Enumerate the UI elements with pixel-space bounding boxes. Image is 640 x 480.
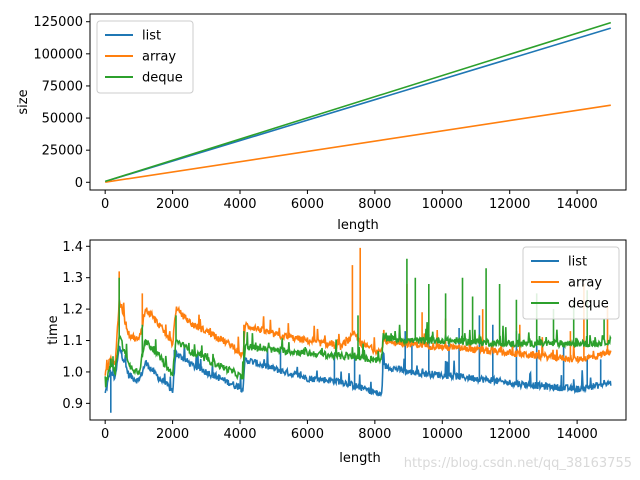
x-tick-label: 0 <box>101 427 109 442</box>
y-tick-label: 125000 <box>33 15 83 30</box>
x-tick-label: 6000 <box>291 427 324 442</box>
y-tick-label: 1.4 <box>62 240 83 255</box>
x-tick-label: 12000 <box>489 197 530 212</box>
x-tick-label: 4000 <box>223 427 256 442</box>
y-tick-label: 0.9 <box>62 397 83 412</box>
x-tick-label: 6000 <box>291 197 324 212</box>
x-tick-label: 14000 <box>556 427 597 442</box>
y-tick-label: 1.3 <box>62 271 83 286</box>
x-tick-label: 10000 <box>422 427 463 442</box>
x-tick-label: 10000 <box>422 197 463 212</box>
y-tick-label: 1.1 <box>62 334 83 349</box>
series-line-deque <box>104 258 612 388</box>
x-tick-label: 4000 <box>223 197 256 212</box>
y-tick-label: 0 <box>75 176 83 191</box>
legend-label-array: array <box>568 276 602 291</box>
legend-box <box>522 246 620 320</box>
watermark: https://blog.csdn.net/qq_38163755 <box>404 456 632 471</box>
legend-label-array: array <box>142 50 176 65</box>
series-line-list <box>104 27 612 183</box>
time-y-axis-label: time <box>46 315 61 344</box>
x-tick-label: 12000 <box>489 427 530 442</box>
y-tick-label: 1.2 <box>62 303 83 318</box>
legend-label-deque: deque <box>568 297 609 312</box>
x-tick-label: 2000 <box>156 197 189 212</box>
time-chart: length time 0 2000 4000 6000 8000 10000 12000 1… <box>46 239 627 466</box>
x-tick-label: 8000 <box>358 427 391 442</box>
y-tick-label: 75000 <box>42 79 83 94</box>
legend-box <box>96 20 194 94</box>
legend: list array deque <box>96 20 194 94</box>
time-x-axis-label: length <box>339 451 380 466</box>
y-tick-label: 1.0 <box>62 365 83 380</box>
x-tick-label: 14000 <box>556 197 597 212</box>
series-line-array <box>105 104 611 183</box>
series-line-deque <box>104 21 612 183</box>
y-tick-label: 50000 <box>42 112 83 127</box>
legend-label-list: list <box>142 29 161 44</box>
x-tick-label: 2000 <box>156 427 189 442</box>
x-tick-label: 0 <box>101 197 109 212</box>
legend-label-deque: deque <box>142 71 183 86</box>
size-chart: length size 0 2000 4000 6000 8000 10000 12000 1… <box>16 13 627 233</box>
series-line-array <box>104 247 612 376</box>
legend-label-list: list <box>568 255 587 270</box>
y-tick-label: 100000 <box>33 47 83 62</box>
y-tick-label: 25000 <box>42 144 83 159</box>
legend: list array deque <box>522 246 620 320</box>
series-line-list <box>104 315 612 413</box>
x-tick-label: 8000 <box>358 197 391 212</box>
size-x-axis-label: length <box>337 218 378 233</box>
size-y-axis-label: size <box>16 89 31 114</box>
